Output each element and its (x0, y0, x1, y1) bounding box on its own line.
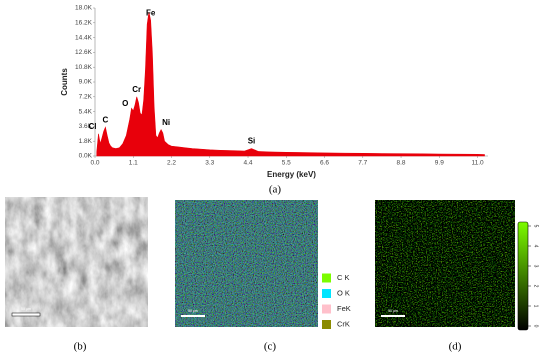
colorbar-tick-label: 1 (533, 305, 539, 308)
colorbar-tick-label: 4 (533, 245, 539, 248)
colorbar-tick-label: 0 (533, 325, 539, 328)
x-tick-label: 2.2 (167, 160, 176, 167)
y-tick-label: 7.2K (79, 94, 93, 101)
x-tick-label: 7.7 (358, 160, 367, 167)
x-tick-label: 1.1 (129, 160, 138, 167)
scale-bar (181, 315, 205, 317)
y-tick-label: 9.0K (79, 79, 93, 86)
x-axis-label: Energy (keV) (267, 170, 316, 179)
scale-bar (11, 312, 41, 317)
legend-label: C K (337, 273, 350, 282)
x-tick-label: 9.9 (435, 160, 444, 167)
x-tick-label: 4.4 (244, 160, 253, 167)
legend-swatch (322, 273, 331, 283)
y-tick-label: 5.4K (79, 108, 93, 115)
y-tick-label: 18.0K (75, 5, 93, 12)
peak-label: Cl (88, 122, 96, 131)
caption: (b) (74, 341, 87, 353)
colorbar-tick-label: 2 (533, 285, 539, 288)
legend-label: CrK (337, 319, 350, 328)
legend-label: O K (337, 288, 350, 297)
y-tick-label: 14.4K (75, 34, 93, 41)
peak-label: Ni (162, 118, 170, 127)
legend-swatch (322, 304, 331, 314)
y-tick-label: 0.0K (79, 153, 93, 160)
legend-label: FeK (337, 304, 351, 313)
x-tick-label: 8.8 (397, 160, 406, 167)
peak-label: Cr (132, 85, 141, 94)
colorbar (517, 221, 529, 331)
scale-bar-label: 50 µm (21, 307, 31, 311)
x-tick-label: 6.6 (320, 160, 329, 167)
x-tick-label: 5.5 (282, 160, 291, 167)
peak-label: Fe (146, 8, 156, 17)
peak-label: C (103, 115, 109, 124)
peak-label: Si (248, 137, 256, 146)
scale-bar-label: 50 µm (388, 309, 398, 313)
y-tick-label: 12.6K (75, 49, 93, 56)
legend-swatch (322, 320, 331, 329)
caption: (d) (449, 341, 462, 353)
legend-swatch (322, 289, 331, 298)
scale-bar-label: 50 µm (188, 309, 198, 313)
x-tick-label: 11.0 (471, 160, 484, 167)
y-tick-label: 10.8K (75, 64, 93, 71)
y-tick-label: 1.8K (79, 138, 93, 145)
colorbar-tick-label: 3 (533, 265, 539, 268)
colorbar-tick-label: 5 (533, 225, 539, 228)
y-axis-label: Counts (60, 68, 69, 96)
caption: (c) (264, 341, 277, 353)
spectrum (96, 12, 485, 157)
peak-label: O (122, 99, 128, 108)
y-tick-label: 16.2K (75, 20, 93, 27)
y-tick-label: 3.6K (79, 123, 93, 130)
x-tick-label: 3.3 (205, 160, 214, 167)
eds-map (175, 200, 318, 327)
sem-image (5, 197, 148, 327)
scale-bar (381, 315, 405, 317)
x-tick-label: 0.0 (90, 160, 99, 167)
eds-map (375, 200, 515, 327)
caption: (a) (269, 184, 282, 196)
